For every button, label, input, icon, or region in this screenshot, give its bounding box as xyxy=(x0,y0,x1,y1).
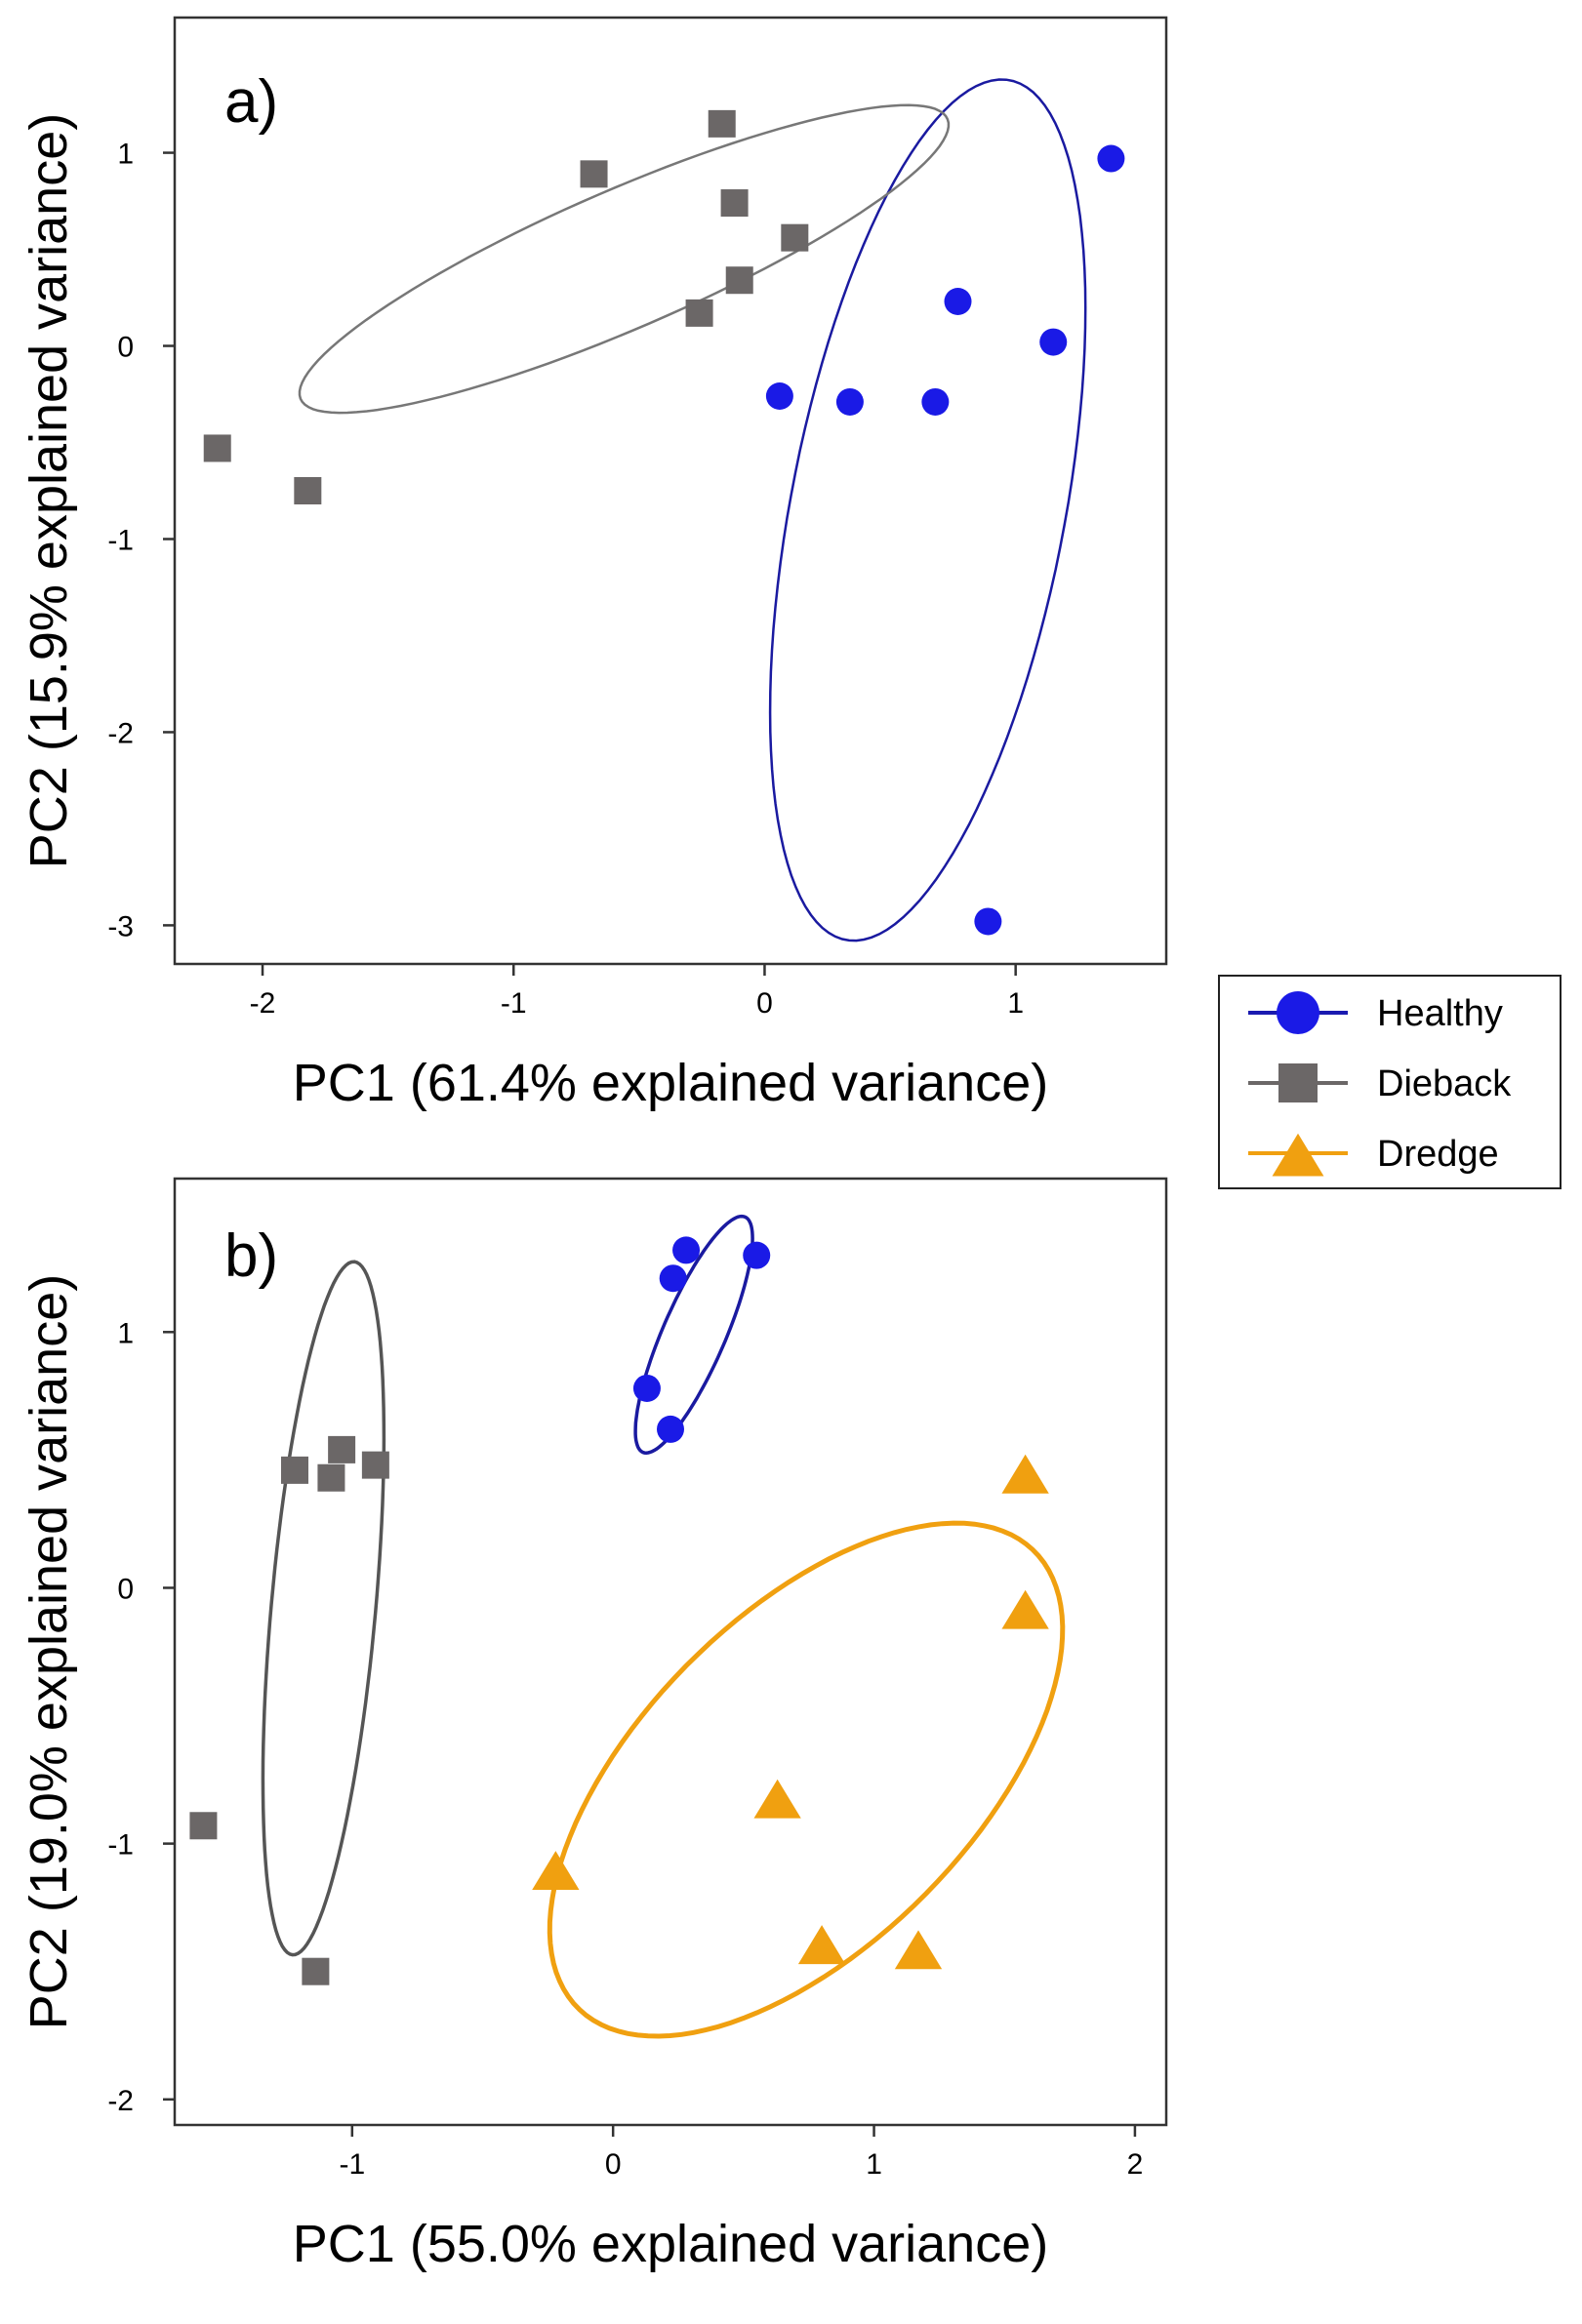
point-healthy xyxy=(1039,328,1068,356)
point-dieback xyxy=(361,1451,389,1479)
point-dieback xyxy=(708,109,736,138)
legend-item-dieback: Dieback xyxy=(1248,1063,1512,1104)
chart-panel-b: -1 0 1 2 1 0 -1 -2 PC1 (55.0% explained variance… xyxy=(20,1177,1168,2273)
ellipse-dredge xyxy=(547,1520,1066,2039)
y-axis-title: PC2 (19.0% explained variance) xyxy=(20,1274,78,2029)
x-axis-title: PC1 (61.4% explained variance) xyxy=(293,1054,1048,1112)
point-healthy xyxy=(974,907,1002,936)
panels: -2 -1 0 1 1 0 -1 -2 -3 PC1 (61.4% explained varia… xyxy=(20,16,1168,2273)
point-dieback xyxy=(725,266,753,295)
ellipse-dieback xyxy=(261,1260,386,1957)
x-axis-title: PC1 (55.0% explained variance) xyxy=(293,2215,1048,2273)
chart-panel-a: -2 -1 0 1 1 0 -1 -2 -3 PC1 (61.4% explained varia… xyxy=(20,16,1168,1112)
series-healthy xyxy=(765,144,1125,936)
ellipse-healthy xyxy=(633,1214,754,1455)
y-tick-label: 1 xyxy=(117,1317,134,1349)
y-axis-title: PC2 (15.9% explained variance) xyxy=(20,113,78,868)
point-healthy xyxy=(921,387,950,416)
x-tick-label: -1 xyxy=(501,987,527,1020)
series-dieback xyxy=(203,109,809,504)
square-icon xyxy=(1278,1063,1318,1102)
x-tick-label: 0 xyxy=(756,987,773,1020)
point-dieback xyxy=(317,1463,345,1492)
point-dieback xyxy=(203,434,231,462)
point-dieback xyxy=(328,1435,356,1463)
point-dieback xyxy=(685,299,713,327)
ellipse-dieback xyxy=(298,103,951,415)
x-tick-label: 2 xyxy=(1127,2148,1144,2181)
plot-frame xyxy=(173,16,1168,966)
legend-label: Healthy xyxy=(1377,993,1503,1034)
point-dredge xyxy=(532,1851,580,1891)
point-dredge xyxy=(753,1779,801,1819)
y-tick-label: -1 xyxy=(107,1829,134,1862)
series-dredge xyxy=(532,1454,1049,1970)
x-tick-label: 1 xyxy=(866,2148,882,2181)
point-healthy xyxy=(657,1415,684,1443)
point-dieback xyxy=(580,160,608,188)
circle-icon xyxy=(1277,991,1319,1034)
y-tick-label: -1 xyxy=(107,524,134,556)
legend-item-dredge: Dredge xyxy=(1248,1133,1499,1177)
point-healthy xyxy=(835,387,864,416)
x-tick-label: -1 xyxy=(339,2148,365,2181)
y-tick-label: -2 xyxy=(107,717,134,749)
legend-label: Dieback xyxy=(1377,1063,1512,1104)
series-dieback xyxy=(189,1435,389,1985)
panel-label: b) xyxy=(224,1222,278,1290)
legend: Healthy Dieback Dredge xyxy=(1218,975,1562,1189)
y-tick-label: 0 xyxy=(117,1573,134,1605)
point-healthy xyxy=(632,1374,661,1402)
ellipse-layer xyxy=(298,78,1087,942)
x-tick-label: -2 xyxy=(250,987,276,1020)
y-tick-label: 0 xyxy=(117,332,134,364)
point-dredge xyxy=(797,1925,846,1965)
point-dieback xyxy=(302,1957,330,1985)
legend-item-healthy: Healthy xyxy=(1248,991,1503,1034)
point-dieback xyxy=(189,1812,218,1840)
point-healthy xyxy=(944,288,972,315)
x-tick-label: 1 xyxy=(1007,987,1024,1020)
series-healthy xyxy=(632,1236,771,1443)
point-healthy xyxy=(765,382,793,410)
point-dredge xyxy=(894,1930,943,1970)
ellipse-healthy xyxy=(768,78,1087,942)
panel-label: a) xyxy=(224,68,278,136)
point-dredge xyxy=(1001,1589,1049,1629)
point-dieback xyxy=(781,223,809,252)
x-tick-label: 0 xyxy=(605,2148,622,2181)
point-healthy xyxy=(743,1241,771,1269)
y-tick-label: -2 xyxy=(107,2085,134,2117)
ellipse-layer xyxy=(261,1214,1066,2039)
plot-frame xyxy=(173,1177,1168,2127)
y-tick-label: -3 xyxy=(107,910,134,942)
point-dieback xyxy=(294,477,322,504)
point-healthy xyxy=(1097,144,1125,173)
point-dieback xyxy=(280,1456,308,1484)
triangle-icon xyxy=(1272,1133,1324,1177)
y-tick-label: 1 xyxy=(117,139,134,171)
point-healthy xyxy=(672,1236,701,1264)
point-dieback xyxy=(720,189,749,218)
legend-label: Dredge xyxy=(1377,1134,1499,1175)
point-healthy xyxy=(659,1264,687,1293)
point-dredge xyxy=(1001,1454,1049,1494)
